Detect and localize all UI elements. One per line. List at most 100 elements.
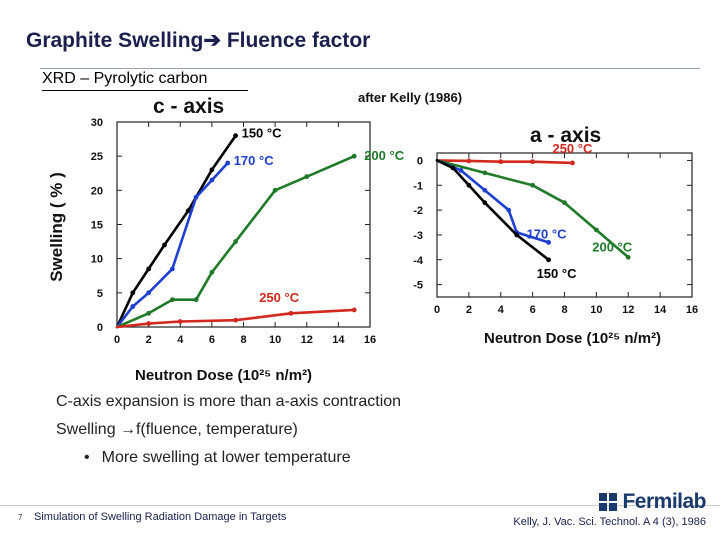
a-axis-x-tick-label: 2 — [466, 304, 472, 316]
c-axis-data-point — [162, 242, 167, 248]
c-axis-data-point — [233, 239, 238, 244]
a-axis-data-point — [450, 165, 456, 171]
a-axis-x-tick-label: 4 — [498, 304, 505, 316]
c-axis-x-tick-label: 2 — [146, 334, 152, 346]
slide-title: Graphite Swelling➔ Fluence factor — [26, 28, 370, 53]
a-axis-data-point — [593, 227, 599, 233]
c-axis-y-tick-label: 10 — [91, 254, 103, 266]
a-axis-y-tick-label: -1 — [413, 180, 423, 192]
c-axis-series-label: 250 °C — [259, 290, 300, 305]
c-axis-data-point — [193, 297, 199, 303]
c-axis-data-point — [225, 160, 231, 166]
title-right: Fluence factor — [220, 29, 371, 52]
body-line-2: Swelling →f(fluence, temperature) — [56, 421, 298, 438]
c-axis-data-point — [193, 194, 199, 200]
footer-citation: Kelly, J. Vac. Sci. Technol. A 4 (3), 19… — [513, 516, 706, 528]
c-axis-data-point — [351, 307, 357, 313]
c-axis-data-point — [272, 187, 278, 193]
fermilab-logo-icon — [599, 493, 618, 511]
c-axis-y-tick-label: 30 — [91, 117, 103, 129]
a-axis-x-tick-label: 10 — [590, 304, 602, 316]
a-axis-x-tick-label: 0 — [434, 304, 440, 316]
c-axis-data-point — [233, 317, 238, 323]
a-axis-data-point — [546, 239, 551, 245]
footer-left: Simulation of Swelling Radiation Damage … — [34, 511, 287, 523]
a-axis-data-point — [466, 182, 472, 188]
c-axis-x-tick-label: 4 — [177, 334, 184, 346]
c-axis-data-point — [169, 266, 175, 272]
a-axis-data-point — [482, 170, 488, 176]
a-axis-data-point — [546, 257, 551, 263]
c-axis-data-point — [209, 269, 215, 275]
a-axis-data-point — [458, 167, 464, 173]
c-axis-data-point — [209, 167, 215, 173]
bullet-text: More swelling at lower temperature — [101, 449, 351, 466]
c-axis-y-axis-label: Swelling ( % ) — [47, 172, 66, 282]
c-axis-x-tick-label: 16 — [364, 334, 376, 346]
c-axis-data-point — [146, 321, 152, 326]
c-axis-series-label: 170 °C — [234, 153, 275, 168]
c-axis-data-point — [177, 319, 183, 324]
c-axis-y-tick-label: 5 — [97, 288, 103, 300]
a-axis-x-tick-label: 6 — [530, 304, 536, 316]
bullet-item: • More swelling at lower temperature — [84, 449, 351, 467]
a-axis-x-axis-label: Neutron Dose (10²⁵ n/m²) — [484, 330, 661, 347]
a-axis-y-tick-label: 0 — [417, 155, 423, 167]
figure: 0 2 4 6 8 10 12 14 16 0 5 10 15 20 25 30 c - axis after K… — [40, 85, 700, 385]
a-axis-chart-title: a - axis — [530, 124, 601, 147]
c-axis-x-tick-label: 6 — [209, 334, 215, 346]
a-axis-series-label: 200 °C — [592, 239, 633, 254]
c-axis-series-line — [115, 134, 237, 329]
a-axis-series-line — [435, 159, 574, 165]
a-axis-x-tick-label: 16 — [686, 304, 698, 316]
body-line-1: C-axis expansion is more than a-axis con… — [56, 393, 402, 410]
c-axis-data-point — [288, 310, 294, 316]
a-axis-data-point — [530, 182, 536, 188]
a-axis-series-line — [435, 159, 550, 262]
c-axis-x-tick-label: 0 — [114, 334, 120, 346]
c-axis-series-label: 150 °C — [242, 126, 283, 141]
a-axis-data-point — [530, 159, 536, 165]
c-axis-data-point — [130, 290, 136, 296]
bullet-dot: • — [84, 449, 90, 466]
c-axis-data-point — [146, 290, 152, 296]
c-axis-series-line — [115, 308, 356, 329]
a-axis-series-label: 250 °C — [552, 141, 593, 156]
c-axis-x-tick-label: 14 — [332, 334, 345, 346]
a-axis-x-tick-label: 12 — [622, 304, 634, 316]
c-axis-data-point — [130, 304, 136, 309]
a-axis-series-line — [435, 159, 550, 244]
a-axis-series-line — [435, 159, 630, 259]
c-axis-data-point — [185, 208, 191, 214]
c-axis-data-point — [233, 133, 238, 139]
arrow-icon: ➔ — [203, 29, 221, 52]
a-axis-data-point — [482, 187, 488, 193]
page-number: 7 — [18, 513, 23, 522]
a-axis-data-point — [570, 160, 575, 166]
c-axis-x-axis-label: Neutron Dose (10²⁵ n/m²) — [135, 367, 312, 384]
c-axis-y-tick-label: 15 — [91, 220, 103, 232]
c-axis-data-point — [146, 310, 152, 316]
a-axis-data-point — [482, 200, 488, 206]
footer-divider — [0, 505, 720, 506]
logo-text: Fermilab — [622, 490, 706, 513]
title-left: Graphite Swelling — [26, 29, 204, 52]
a-axis-data-point — [466, 158, 472, 164]
a-axis-x-tick-label: 8 — [561, 304, 567, 316]
c-axis-data-point — [146, 266, 152, 272]
a-axis-y-tick-label: -3 — [413, 230, 423, 242]
c-axis-data-point — [209, 177, 215, 183]
c-axis-y-tick-label: 0 — [97, 322, 103, 334]
c-axis-y-tick-label: 20 — [91, 185, 103, 197]
c-axis-x-tick-label: 12 — [301, 334, 313, 346]
a-axis-data-point — [514, 232, 520, 238]
c-axis-annotation: after Kelly (1986) — [358, 90, 462, 105]
a-axis-data-point — [506, 207, 512, 213]
c-axis-data-point — [304, 174, 310, 180]
c-axis-x-tick-label: 8 — [240, 334, 246, 346]
c-axis-data-point — [169, 297, 175, 303]
a-axis-y-tick-label: -5 — [413, 280, 423, 292]
fermilab-logo: Fermilab — [598, 490, 706, 514]
c-axis-chart-title: c - axis — [153, 95, 224, 118]
